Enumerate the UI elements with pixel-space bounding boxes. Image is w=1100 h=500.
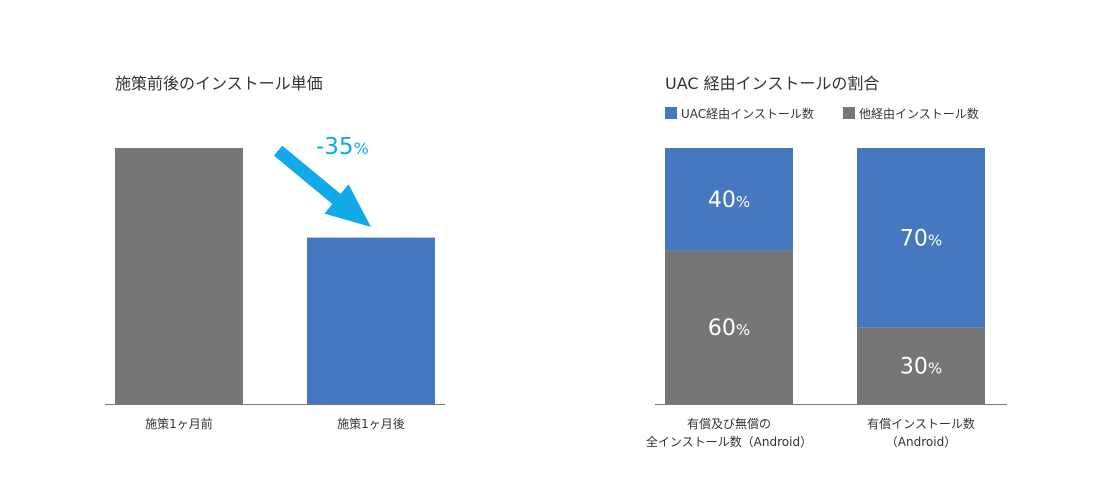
legend-swatch-1: [665, 107, 677, 119]
category-label-1-line-2: 全インストール数（Android）: [646, 434, 812, 449]
category-label-2-line-1: 有償インストール数: [867, 416, 975, 431]
value-label-2-1-unit: %: [928, 232, 942, 250]
value-label-2-1: 70%: [900, 227, 942, 252]
bar-1: [115, 148, 243, 404]
bar-segment-1-2: [665, 250, 793, 404]
bar-segment-2-1: [857, 148, 985, 328]
change-annotation: -35%: [316, 134, 369, 160]
value-label-2-2: 30%: [900, 355, 942, 380]
bar-segment-1-1: [665, 148, 793, 251]
value-label-1-2-unit: %: [736, 321, 750, 339]
category-label-1-line-1: 有償及び無償の: [687, 416, 771, 431]
category-label-2-line-2: （Android）: [886, 435, 956, 449]
change-number: -35: [316, 134, 354, 160]
bar-2: [307, 237, 435, 404]
legend-swatch-2: [843, 107, 855, 119]
bar-segment-2-2: [857, 327, 985, 404]
value-label-1-1-number: 40: [708, 188, 736, 213]
value-label-2-1-number: 70: [900, 227, 928, 252]
value-label-1-1: 40%: [708, 188, 750, 213]
category-label-2: 施策1ヶ月後: [337, 417, 405, 431]
legend-label-1: UAC経由インストール数: [681, 106, 814, 121]
value-label-1-1-unit: %: [736, 193, 750, 211]
value-label-2-2-unit: %: [928, 360, 942, 378]
down-right-arrow-icon: [273, 145, 371, 227]
change-unit: %: [354, 139, 369, 158]
value-label-1-2: 60%: [708, 316, 750, 341]
chart-title: UAC 経由インストールの割合: [665, 74, 879, 93]
value-label-1-2-number: 60: [708, 316, 736, 341]
chart-title: 施策前後のインストール単価: [115, 74, 323, 93]
legend-label-2: 他経由インストール数: [859, 106, 979, 121]
category-label-1: 施策1ヶ月前: [145, 416, 213, 431]
uac-share-chart: UAC 経由インストールの割合 UAC経由インストール数 他経由インストール数 60%…: [646, 74, 1007, 449]
value-label-2-2-number: 30: [900, 355, 928, 380]
